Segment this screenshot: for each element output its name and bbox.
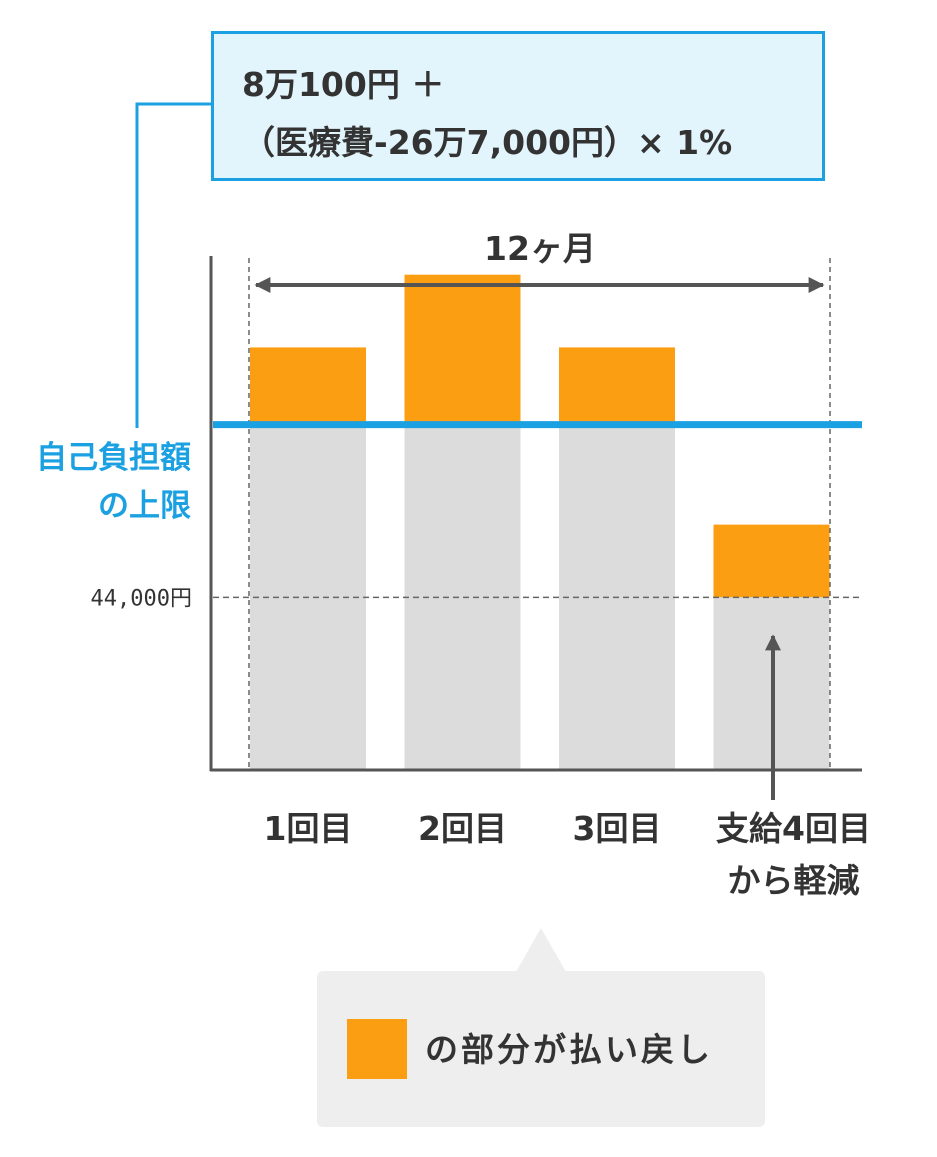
- bar-refund-1: [250, 347, 366, 425]
- formula-line-2: （医療費-26万7,000円）× 1%: [242, 123, 733, 162]
- x-tick-label-1: 1回目: [264, 809, 353, 848]
- bar-refund-3: [559, 347, 675, 425]
- x-tick-label-4: 支給4回目から軽減: [716, 809, 871, 900]
- limit-label-line-2: の上限: [98, 488, 191, 524]
- legend-text: の部分が払い戻し: [425, 1030, 713, 1069]
- x-tick-label-3: 3回目: [573, 809, 662, 848]
- bar-refund-4: [713, 524, 830, 598]
- formula-box: 8万100円 ＋ （医療費-26万7,000円）× 1%: [211, 31, 825, 181]
- legend-box: の部分が払い戻し: [317, 971, 765, 1127]
- formula-connector: [135, 102, 211, 428]
- legend-pointer: [516, 928, 566, 972]
- threshold-label: 44,000円: [91, 586, 192, 611]
- bar-refund-2: [404, 274, 521, 425]
- period-label: 12ヶ月: [484, 229, 596, 268]
- legend-swatch: [347, 1019, 407, 1079]
- limit-label: 自己負担額 の上限: [36, 434, 191, 530]
- x-tick-label-2: 2回目: [418, 809, 507, 848]
- refund-bars: [250, 274, 830, 598]
- formula-line-1: 8万100円 ＋: [242, 65, 445, 104]
- x-tick-labels: 1回目 2回目 3回目 支給4回目から軽減: [264, 809, 871, 900]
- limit-label-line-1: 自己負担額: [36, 440, 191, 476]
